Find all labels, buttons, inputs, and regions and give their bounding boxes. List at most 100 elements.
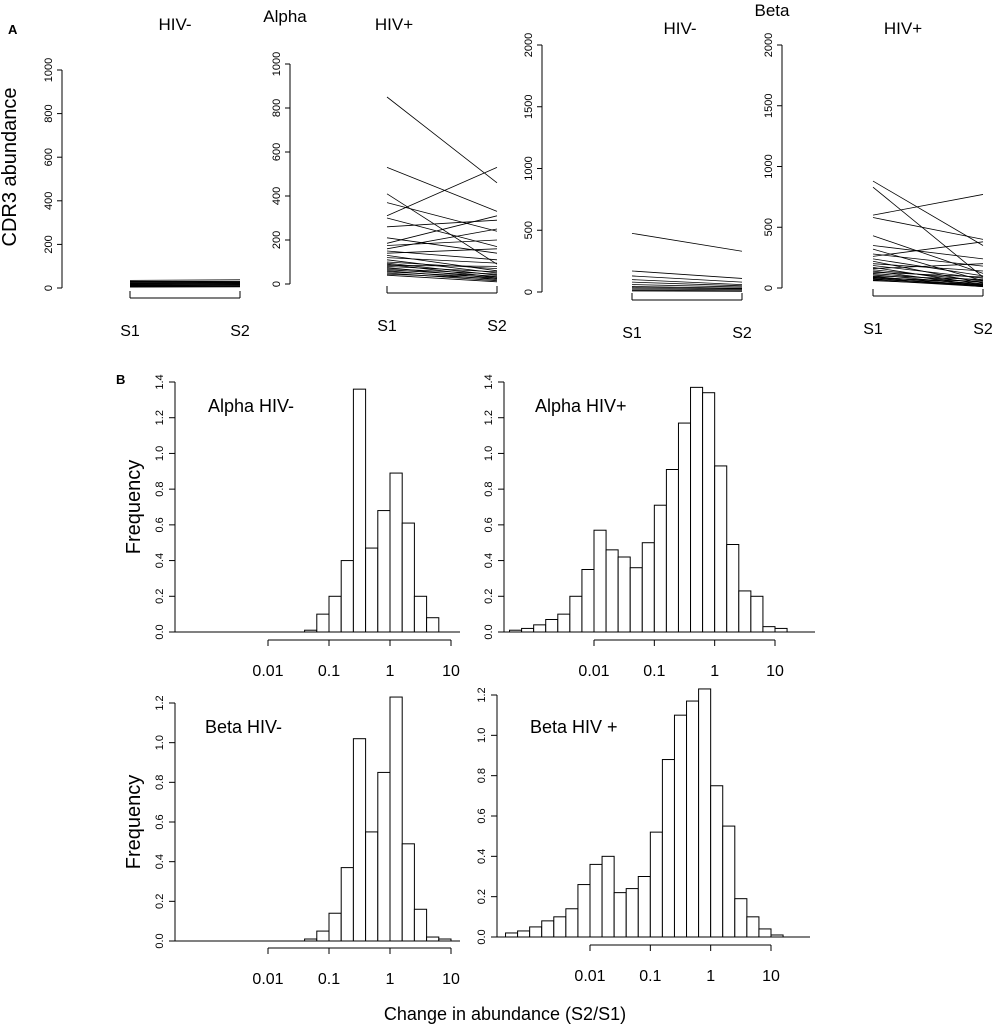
histogram-bar — [569, 595, 583, 633]
x-tick-label: S1 — [863, 321, 883, 338]
chart-title: Beta HIV- — [205, 717, 282, 737]
histogram-bar — [770, 934, 784, 938]
x-tick-label: 1 — [386, 663, 395, 680]
histogram-bar — [625, 888, 639, 938]
series-line — [872, 248, 984, 282]
series-line — [872, 194, 984, 216]
y-tick-label: 1.2 — [483, 410, 495, 425]
histogram-bar — [304, 629, 318, 633]
y-tick-label: 400 — [271, 187, 283, 205]
chart-title: Alpha HIV+ — [535, 396, 627, 416]
histogram-bar — [505, 932, 519, 938]
y-axis-label: Frequency — [123, 775, 145, 870]
series-line — [631, 279, 743, 285]
series-line — [631, 286, 743, 289]
y-tick-label: 200 — [43, 235, 55, 253]
y-tick-label: 1000 — [271, 52, 283, 76]
beta-group-title: Beta — [755, 1, 791, 20]
series-line — [386, 215, 498, 244]
x-tick-label: 10 — [766, 663, 784, 680]
y-tick-label: 0.4 — [154, 553, 166, 568]
histogram-bar — [389, 696, 403, 942]
series-line — [872, 245, 984, 260]
y-tick-label: 1500 — [763, 94, 775, 118]
x-tick-label: S1 — [377, 318, 397, 335]
series-line — [872, 277, 984, 282]
histogram-bar — [690, 386, 704, 633]
histogram-bar — [316, 613, 330, 633]
series-line — [386, 239, 498, 246]
y-tick-label: 1.4 — [154, 374, 166, 389]
y-axis-label: Frequency — [123, 460, 145, 555]
chart-title: Alpha HIV- — [208, 396, 294, 416]
histogram-bar — [734, 898, 748, 938]
chart-title: HIV- — [663, 19, 696, 38]
series-line — [872, 186, 984, 278]
chart-title: HIV- — [158, 15, 191, 34]
series-line — [386, 268, 498, 275]
series-line — [386, 96, 498, 184]
x-tick-label: S2 — [230, 323, 250, 340]
histogram-b-beta-neg: 0.0 0.2 0.4 0.6 0.8 1.0 1.2 0.01 0.1 1 10 Beta HIV-… — [123, 695, 460, 988]
y-tick-label: 1.0 — [154, 446, 166, 461]
y-tick-label: 0.8 — [154, 775, 166, 790]
y-tick-label: 1000 — [43, 58, 55, 82]
y-tick-label: 0.0 — [476, 929, 488, 944]
slope-chart-a-beta-neg: HIV- 0 500 1000 1500 2000 S1 S2 — [523, 19, 752, 342]
histogram-bar — [557, 613, 571, 633]
histogram-bar — [426, 617, 440, 633]
y-tick-label: 0.6 — [154, 814, 166, 829]
y-tick-label: 0.8 — [476, 768, 488, 783]
x-tick-label: 0.01 — [252, 971, 283, 988]
chart-title: HIV+ — [884, 19, 922, 38]
histogram-bar — [577, 884, 591, 938]
histogram-b-beta-pos: 0.0 0.2 0.4 0.6 0.8 1.0 1.2 0.01 0.1 1 10 Beta HIV … — [476, 687, 810, 985]
histogram-bar — [316, 930, 330, 942]
histogram-bar — [661, 759, 675, 938]
histogram-b-alpha-neg: 0.0 0.2 0.4 0.6 0.8 1.0 1.2 1.4 0.01 0.1 1 10 Alpha … — [123, 374, 460, 680]
slope-chart-a-alpha-pos: HIV+ 0 200 400 600 800 1000 S1 S2 — [271, 15, 507, 335]
x-tick-label: S2 — [732, 325, 752, 342]
histogram-bar — [553, 916, 567, 938]
histogram-bar — [365, 547, 379, 633]
chart-title: HIV+ — [375, 15, 413, 34]
histogram-bar — [726, 544, 740, 633]
series-line — [872, 241, 984, 257]
y-tick-label: 1500 — [523, 95, 535, 119]
series-line — [631, 275, 743, 283]
histogram-bar — [774, 627, 788, 633]
y-tick-label: 0.0 — [154, 624, 166, 639]
histogram-bar — [509, 629, 523, 633]
y-tick-label: 0.2 — [476, 889, 488, 904]
x-tick-label: S2 — [487, 318, 507, 335]
histogram-b-alpha-pos: 0.0 0.2 0.4 0.6 0.8 1.0 1.2 1.4 0.01 0.1 1 10 Alpha … — [483, 374, 815, 680]
histogram-bar — [304, 938, 318, 942]
x-tick-label: 1 — [710, 663, 719, 680]
histogram-bar — [698, 688, 712, 938]
histogram-bar — [738, 590, 752, 633]
x-tick-label: 1 — [386, 971, 395, 988]
x-tick-label: 1 — [706, 968, 715, 985]
alpha-group-title: Alpha — [263, 7, 307, 26]
y-tick-label: 0.0 — [483, 624, 495, 639]
y-tick-label: 0.4 — [154, 854, 166, 869]
histogram-bar — [438, 938, 452, 942]
histogram-bar — [673, 714, 688, 938]
series-line — [631, 232, 743, 252]
series-line — [872, 275, 984, 280]
x-tick-label: 0.01 — [574, 968, 605, 985]
histogram-bar — [649, 831, 663, 938]
y-tick-label: 0.2 — [154, 894, 166, 909]
histogram-bar — [545, 619, 559, 633]
series-line — [872, 217, 984, 240]
panel-a-ylabel: CDR3 abundance — [0, 88, 21, 247]
y-tick-label: 0.4 — [476, 849, 488, 864]
y-tick-label: 600 — [271, 143, 283, 161]
y-tick-label: 0.6 — [154, 517, 166, 532]
y-tick-label: 1.0 — [154, 735, 166, 750]
series-line — [872, 280, 984, 286]
panel-label-b: B — [116, 372, 125, 387]
histogram-bar — [758, 928, 772, 938]
y-tick-label: 0.4 — [483, 553, 495, 568]
